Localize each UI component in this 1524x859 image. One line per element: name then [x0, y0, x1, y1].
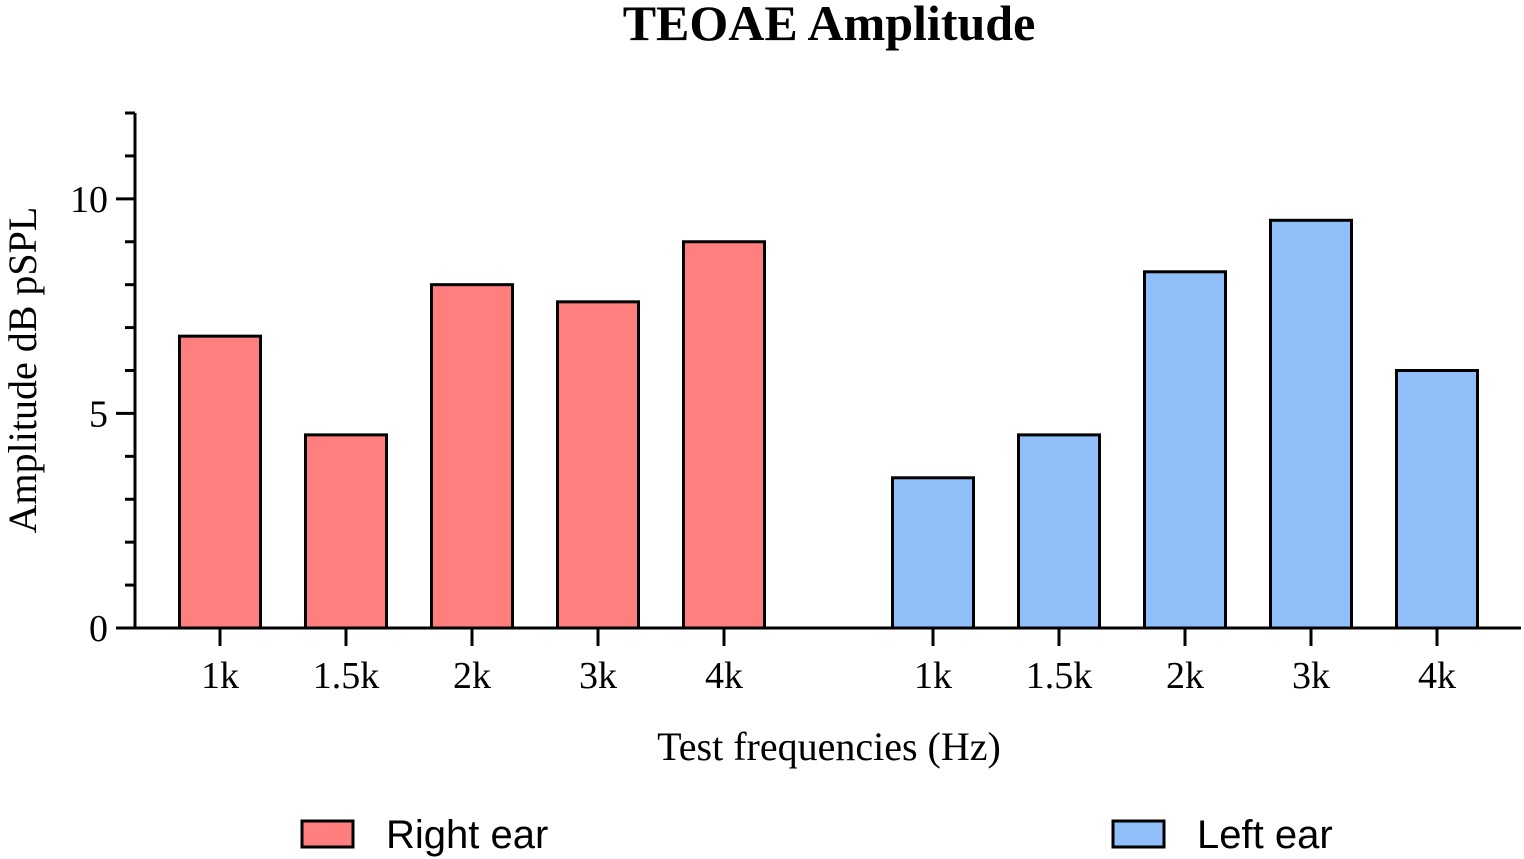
x-tick-label: 1k	[201, 655, 239, 697]
bar-left-ear-4k	[1395, 369, 1479, 630]
y-tick-label: 0	[89, 608, 108, 650]
y-tick-label: 5	[89, 393, 108, 435]
bar-left-ear-1k	[891, 476, 975, 630]
y-axis-title: Amplitude dB pSPL	[0, 207, 45, 534]
x-tick-label: 2k	[1166, 655, 1204, 697]
bars-layer	[178, 218, 1479, 630]
x-tick-label: 3k	[579, 655, 617, 697]
x-tick-label: 1.5k	[313, 655, 380, 697]
x-tick-label: 2k	[453, 655, 491, 697]
bar-right-ear-2k	[430, 283, 514, 630]
legend-swatch-left-ear	[1111, 819, 1166, 849]
x-tick-label: 4k	[1418, 655, 1456, 697]
bar-left-ear-3k	[1269, 218, 1353, 630]
bar-right-ear-1k	[178, 334, 262, 630]
chart-title: TEOAE Amplitude	[623, 0, 1036, 51]
y-axis: 0 5 10	[70, 111, 137, 650]
x-tick-label: 3k	[1292, 655, 1330, 697]
legend-label: Left ear	[1197, 813, 1333, 857]
x-axis: 1k 1.5k 2k 3k 4k 1k 1.5k 2k 3k 4k	[135, 626, 1521, 697]
bar-right-ear-3k	[556, 300, 640, 630]
y-tick-label: 10	[70, 179, 108, 221]
x-tick-label: 1k	[914, 655, 952, 697]
x-tick-label: 4k	[705, 655, 743, 697]
legend: Right ear Left ear	[300, 813, 1333, 857]
bar-left-ear-2k	[1143, 270, 1227, 630]
x-tick-label: 1.5k	[1026, 655, 1093, 697]
x-axis-title: Test frequencies (Hz)	[657, 724, 1001, 769]
legend-swatch-right-ear	[300, 819, 355, 849]
bar-right-ear-4k	[682, 240, 766, 630]
legend-label: Right ear	[386, 813, 548, 857]
bar-left-ear-1.5k	[1017, 433, 1101, 630]
bar-right-ear-1.5k	[304, 433, 388, 630]
